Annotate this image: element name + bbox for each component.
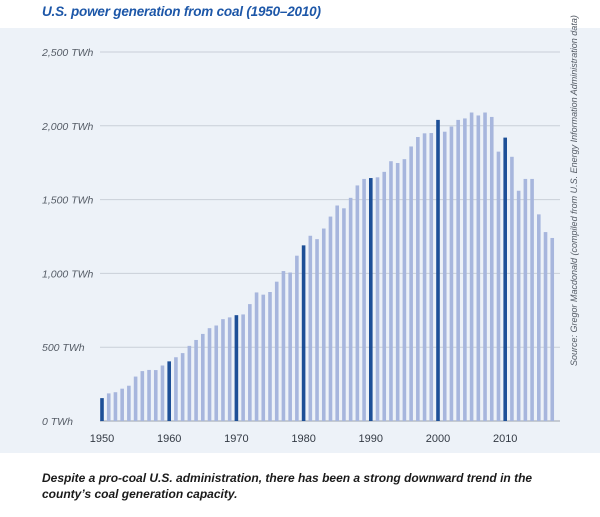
bar [489, 116, 494, 421]
bar [221, 319, 225, 421]
bar [530, 178, 534, 421]
bar-highlight [100, 398, 104, 421]
bar [348, 197, 353, 421]
bar [342, 208, 346, 421]
bar [321, 228, 326, 421]
bar [180, 353, 185, 421]
bar [254, 292, 259, 421]
bar [463, 118, 467, 422]
bar [389, 161, 393, 421]
bar [194, 339, 198, 421]
y-tick-label: 1,500 TWh [42, 195, 94, 207]
bar [476, 115, 481, 421]
bar [113, 392, 118, 421]
bar [288, 272, 292, 421]
bar [120, 388, 124, 421]
bar [140, 371, 145, 421]
bar [227, 317, 232, 421]
bar [355, 185, 360, 421]
coal-generation-chart: 0 TWh 500 TWh 1,000 TWh 1,500 TWh 2,000 TWh 2… [41, 15, 579, 445]
bar [147, 369, 151, 421]
x-tick-label: 1980 [291, 433, 315, 445]
bar [537, 214, 541, 421]
bar [268, 291, 272, 421]
bar [516, 190, 521, 421]
bar [523, 178, 528, 421]
bar [416, 137, 420, 422]
bar [308, 235, 313, 421]
bar [550, 237, 555, 421]
bar [187, 345, 192, 421]
bar [201, 333, 205, 421]
bar [295, 255, 299, 421]
bar [133, 376, 138, 421]
bar [281, 271, 286, 421]
bar [422, 133, 427, 421]
source-note: Source: Gregor Macdonald (compiled from … [569, 15, 579, 366]
bar [241, 314, 245, 421]
bar [153, 370, 158, 421]
bar [543, 232, 548, 421]
x-tick-label: 2010 [493, 433, 517, 445]
bar [382, 171, 387, 421]
bar-highlight [436, 119, 440, 422]
bar [362, 178, 366, 421]
bar [207, 328, 212, 421]
bar [456, 119, 460, 422]
bar [335, 205, 339, 421]
bar [409, 146, 413, 422]
bar [160, 365, 165, 421]
bar [469, 112, 474, 422]
y-tick-label: 2,500 TWh [41, 47, 94, 59]
bar [395, 162, 400, 422]
bar-highlight [503, 137, 507, 421]
bar-highlight [301, 245, 306, 421]
bar [375, 177, 380, 421]
x-tick-label: 1990 [359, 433, 383, 445]
bar [328, 216, 333, 421]
bar-highlight [234, 315, 239, 421]
chart-title: U.S. power generation from coal (1950–20… [42, 4, 321, 19]
bar [214, 325, 219, 421]
x-tick-label: 1960 [157, 433, 181, 445]
bar-highlight [167, 361, 171, 421]
chart-caption: Despite a pro-coal U.S. administration, … [42, 471, 533, 501]
bar [274, 281, 279, 421]
y-tick-label: 500 TWh [42, 342, 85, 354]
bar [127, 385, 131, 421]
y-tick-label: 1,000 TWh [42, 268, 94, 280]
bar [261, 294, 266, 421]
bar [174, 357, 178, 421]
x-tick-label: 1950 [90, 433, 114, 445]
bar-highlight [369, 178, 373, 421]
bar [248, 304, 252, 421]
bar [402, 159, 407, 421]
bar [483, 112, 487, 422]
y-tick-label: 2,000 TWh [41, 121, 94, 133]
bar [429, 133, 434, 421]
bar [510, 156, 514, 421]
bar [442, 131, 447, 422]
bar [496, 151, 501, 421]
bar [106, 393, 111, 421]
x-tick-label: 2000 [426, 433, 450, 445]
bar [315, 239, 319, 421]
y-tick-label: 0 TWh [42, 416, 73, 428]
bar [449, 126, 454, 422]
x-tick-label: 1970 [224, 433, 248, 445]
